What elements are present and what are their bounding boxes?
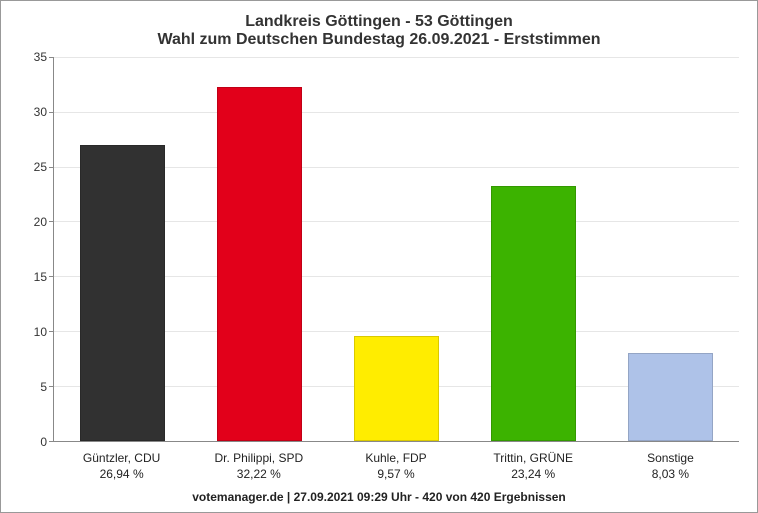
bar-slot — [191, 57, 328, 441]
bar — [80, 145, 165, 440]
bar-slot — [328, 57, 465, 441]
bars-row — [54, 57, 739, 441]
election-bar-chart: Landkreis Göttingen - 53 Göttingen Wahl … — [1, 1, 757, 512]
y-tick-label: 15 — [34, 270, 47, 284]
y-tick-label: 25 — [34, 160, 47, 174]
bar — [217, 87, 302, 440]
x-label-name: Dr. Philippi, SPD — [190, 450, 327, 466]
bar — [354, 336, 439, 441]
plot-area: 05101520253035 — [19, 57, 739, 442]
x-label: Dr. Philippi, SPD32,22 % — [190, 446, 327, 482]
y-axis: 05101520253035 — [19, 57, 53, 442]
y-tick-label: 0 — [40, 435, 47, 449]
x-label-pct: 23,24 % — [465, 466, 602, 482]
x-label-name: Trittin, GRÜNE — [465, 450, 602, 466]
x-label-pct: 32,22 % — [190, 466, 327, 482]
grid-and-bars — [53, 57, 739, 442]
y-tick-label: 35 — [34, 50, 47, 64]
x-label-pct: 26,94 % — [53, 466, 190, 482]
x-label: Trittin, GRÜNE23,24 % — [465, 446, 602, 482]
x-label-name: Sonstige — [602, 450, 739, 466]
y-tick-label: 20 — [34, 215, 47, 229]
x-label: Güntzler, CDU26,94 % — [53, 446, 190, 482]
y-tick-label: 30 — [34, 105, 47, 119]
x-label-pct: 8,03 % — [602, 466, 739, 482]
bar-slot — [602, 57, 739, 441]
chart-title-line2: Wahl zum Deutschen Bundestag 26.09.2021 … — [19, 31, 739, 49]
bar — [491, 186, 576, 441]
chart-title: Landkreis Göttingen - 53 Göttingen Wahl … — [19, 13, 739, 49]
chart-title-line1: Landkreis Göttingen - 53 Göttingen — [19, 13, 739, 31]
x-label-name: Kuhle, FDP — [327, 450, 464, 466]
x-label-name: Güntzler, CDU — [53, 450, 190, 466]
x-label: Sonstige8,03 % — [602, 446, 739, 482]
x-label: Kuhle, FDP9,57 % — [327, 446, 464, 482]
bar-slot — [465, 57, 602, 441]
chart-footer: votemanager.de | 27.09.2021 09:29 Uhr - … — [19, 482, 739, 504]
y-tick-label: 10 — [34, 325, 47, 339]
y-tick-label: 5 — [40, 380, 47, 394]
x-label-pct: 9,57 % — [327, 466, 464, 482]
x-axis: Güntzler, CDU26,94 %Dr. Philippi, SPD32,… — [53, 446, 739, 482]
bar — [628, 353, 713, 441]
y-tick-mark — [49, 441, 54, 442]
bar-slot — [54, 57, 191, 441]
